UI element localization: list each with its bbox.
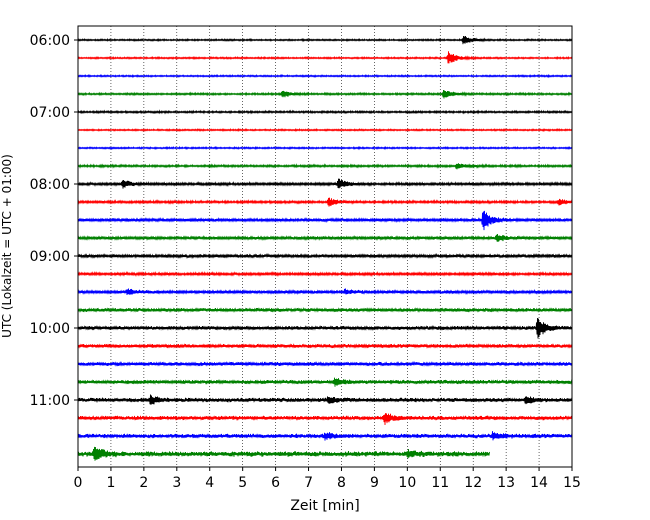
y-axis-label: UTC (Lokalzeit = UTC + 01:00) <box>0 154 14 338</box>
x-tick-label: 10 <box>398 475 416 491</box>
x-tick-label: 14 <box>530 475 548 491</box>
x-tick-label: 1 <box>106 475 115 491</box>
x-tick-label: 4 <box>205 475 214 491</box>
y-tick-label: 11:00 <box>30 393 70 409</box>
y-tick-label: 10:00 <box>30 321 70 337</box>
seismogram-trace <box>77 233 573 242</box>
y-tick-label: 06:00 <box>30 33 70 49</box>
seismogram-trace <box>77 35 573 45</box>
plot-frame <box>77 25 573 468</box>
x-tick-label: 12 <box>464 475 482 491</box>
x-tick-label: 7 <box>304 475 313 491</box>
seismogram-trace <box>77 270 573 278</box>
seismogram-trace <box>77 90 573 99</box>
x-axis-label: Zeit [min] <box>290 498 359 514</box>
y-tick-label: 07:00 <box>30 105 70 121</box>
x-tick-label: 6 <box>271 475 280 491</box>
seismogram-trace <box>77 210 573 231</box>
x-tick-label: 11 <box>431 475 449 491</box>
x-tick-label: 9 <box>370 475 379 491</box>
x-tick-label: 13 <box>497 475 515 491</box>
seismogram-trace <box>77 343 573 349</box>
x-tick-label: 0 <box>74 475 83 491</box>
seismogram-trace <box>77 288 573 296</box>
seismogram-trace <box>77 178 573 189</box>
x-tick-label: 8 <box>337 475 346 491</box>
seismogram-trace <box>77 51 573 64</box>
seismogram-trace <box>77 73 573 79</box>
seismogram-trace <box>77 109 573 115</box>
x-tick-label: 5 <box>238 475 247 491</box>
x-tick-label: 2 <box>139 475 148 491</box>
y-tick-label: 09:00 <box>30 249 70 265</box>
seismogram-trace <box>77 361 573 367</box>
seismogram-trace <box>77 197 573 207</box>
seismogram-trace <box>77 377 573 387</box>
x-tick-label: 15 <box>563 475 581 491</box>
seismogram-trace <box>77 317 573 339</box>
seismogram-trace <box>77 431 573 441</box>
x-axis-ticks: 0 1 2 3 4 5 6 7 8 9 10 11 12 13 14 15 <box>74 467 581 491</box>
seismogram-trace <box>77 163 573 170</box>
y-tick-label: 08:00 <box>30 177 70 193</box>
seismogram-trace <box>77 145 573 151</box>
seismogram-trace <box>77 446 490 461</box>
seismogram-traces <box>77 35 573 461</box>
seismogram-trace <box>77 413 573 425</box>
seismogram-trace <box>77 394 573 405</box>
seismogram-trace <box>77 127 573 133</box>
y-axis-ticks: 06:00 07:00 08:00 09:00 10:00 11:00 <box>30 33 78 409</box>
seismogram-trace <box>77 306 573 314</box>
x-tick-label: 3 <box>172 475 181 491</box>
seismogram-trace <box>77 252 573 260</box>
